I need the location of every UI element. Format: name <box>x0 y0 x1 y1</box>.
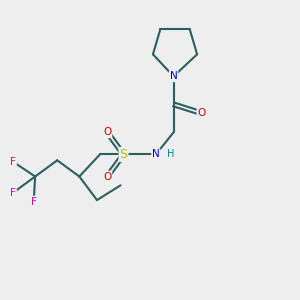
Text: N: N <box>170 71 177 81</box>
Text: O: O <box>197 108 206 118</box>
Text: F: F <box>31 196 37 206</box>
Text: H: H <box>167 149 175 159</box>
Text: F: F <box>10 157 16 167</box>
Text: O: O <box>103 172 111 182</box>
Text: F: F <box>10 188 16 198</box>
Text: O: O <box>103 127 111 137</box>
Text: S: S <box>119 148 128 161</box>
Text: N: N <box>152 149 160 159</box>
